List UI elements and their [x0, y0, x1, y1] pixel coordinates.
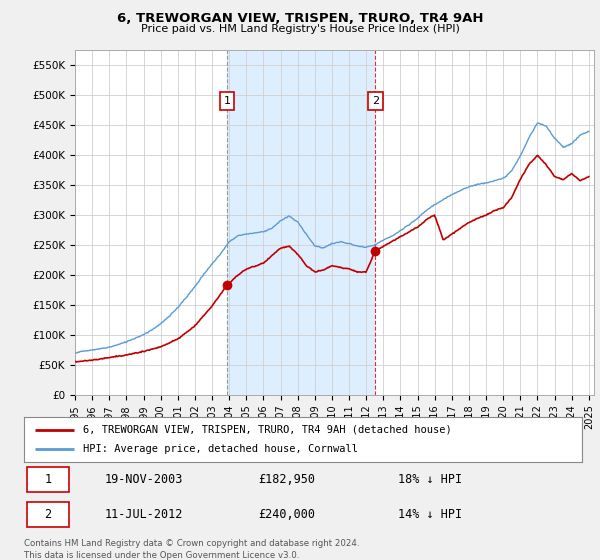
Text: 6, TREWORGAN VIEW, TRISPEN, TRURO, TR4 9AH (detached house): 6, TREWORGAN VIEW, TRISPEN, TRURO, TR4 9…	[83, 424, 451, 435]
Bar	[227, 50, 375, 395]
Text: 6, TREWORGAN VIEW, TRISPEN, TRURO, TR4 9AH: 6, TREWORGAN VIEW, TRISPEN, TRURO, TR4 9…	[117, 12, 483, 25]
Text: £182,950: £182,950	[259, 473, 316, 486]
Text: 2: 2	[372, 96, 379, 106]
Text: 1: 1	[44, 473, 52, 486]
Text: Contains HM Land Registry data © Crown copyright and database right 2024.
This d: Contains HM Land Registry data © Crown c…	[24, 539, 359, 559]
Text: 18% ↓ HPI: 18% ↓ HPI	[398, 473, 462, 486]
FancyBboxPatch shape	[27, 502, 68, 528]
Text: 19-NOV-2003: 19-NOV-2003	[105, 473, 183, 486]
Text: 14% ↓ HPI: 14% ↓ HPI	[398, 508, 462, 521]
Text: 1: 1	[224, 96, 230, 106]
Text: 2: 2	[44, 508, 52, 521]
Text: Price paid vs. HM Land Registry's House Price Index (HPI): Price paid vs. HM Land Registry's House …	[140, 24, 460, 34]
Text: 11-JUL-2012: 11-JUL-2012	[105, 508, 183, 521]
Text: £240,000: £240,000	[259, 508, 316, 521]
FancyBboxPatch shape	[27, 466, 68, 492]
Text: HPI: Average price, detached house, Cornwall: HPI: Average price, detached house, Corn…	[83, 445, 358, 455]
